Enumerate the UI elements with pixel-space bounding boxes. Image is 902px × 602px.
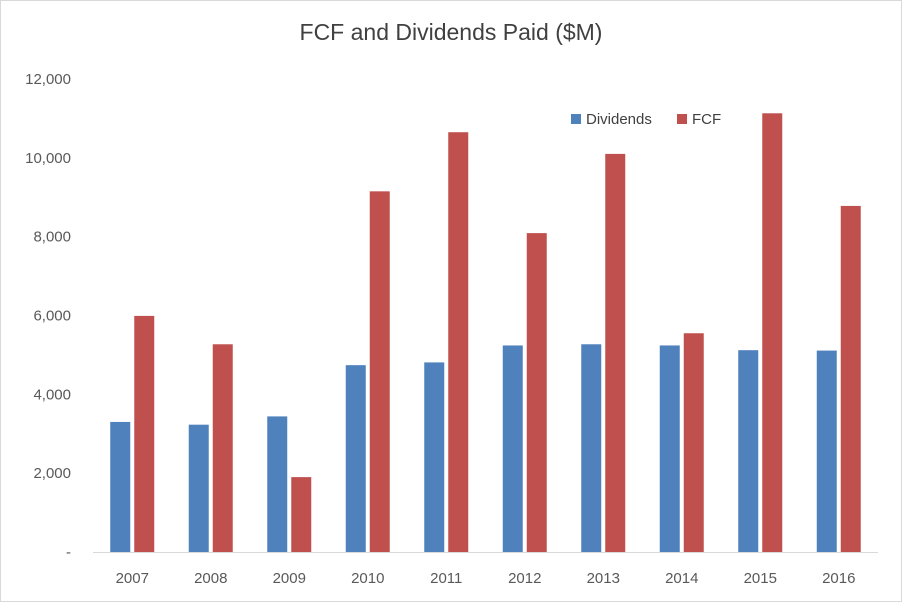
y-tick-label: 6,000 [33,308,71,325]
bar-fcf-2007 [134,315,155,552]
legend-label-fcf: FCF [692,111,721,128]
x-tick-label: 2010 [351,570,384,587]
y-tick-label: 10,000 [25,150,71,167]
bar-fcf-2011 [448,132,469,552]
bar-fcf-2012 [526,233,547,552]
x-tick-label: 2007 [116,570,149,587]
x-tick-label: 2009 [273,570,306,587]
bar-dividends-2010 [345,365,366,552]
y-tick-label: 8,000 [33,229,71,246]
legend-swatch-fcf [677,114,687,124]
bar-dividends-2014 [659,345,680,552]
bar-fcf-2014 [683,333,704,552]
y-tick-label: 2,000 [33,465,71,482]
legend-label-dividends: Dividends [586,111,652,128]
bar-dividends-2016 [816,350,837,552]
bar-dividends-2011 [424,362,445,552]
bar-fcf-2013 [605,153,626,552]
legend-swatch-dividends [571,114,581,124]
bar-dividends-2013 [581,344,602,552]
x-tick-label: 2015 [744,570,777,587]
x-axis: 2007 2008 2009 2010 2011 2012 2013 2014 2015 2016 [93,552,878,587]
legend: Dividends FCF [571,111,721,128]
bar-dividends-2015 [738,350,759,552]
y-tick-label: 4,000 [33,386,71,403]
chart-title: FCF and Dividends Paid ($M) [299,19,603,45]
x-tick-label: 2011 [430,570,462,587]
y-tick-label: - [66,544,71,561]
bar-fcf-2010 [369,191,390,552]
bar-fcf-2009 [291,477,312,552]
bar-fcf-2015 [762,113,783,552]
x-tick-label: 2016 [822,570,855,587]
bar-dividends-2009 [267,416,288,552]
y-tick-label: 12,000 [25,71,71,88]
y-axis: - 2,000 4,000 6,000 8,000 10,000 12,000 [25,71,71,561]
x-tick-label: 2012 [508,570,541,587]
x-tick-label: 2008 [194,570,227,587]
x-tick-label: 2013 [587,570,620,587]
x-tick-label: 2014 [665,570,698,587]
bar-dividends-2007 [110,421,131,552]
bar-fcf-2008 [212,344,233,552]
bar-dividends-2008 [188,424,209,552]
bar-fcf-2016 [840,205,861,552]
bars [110,113,861,552]
bar-dividends-2012 [502,345,523,552]
